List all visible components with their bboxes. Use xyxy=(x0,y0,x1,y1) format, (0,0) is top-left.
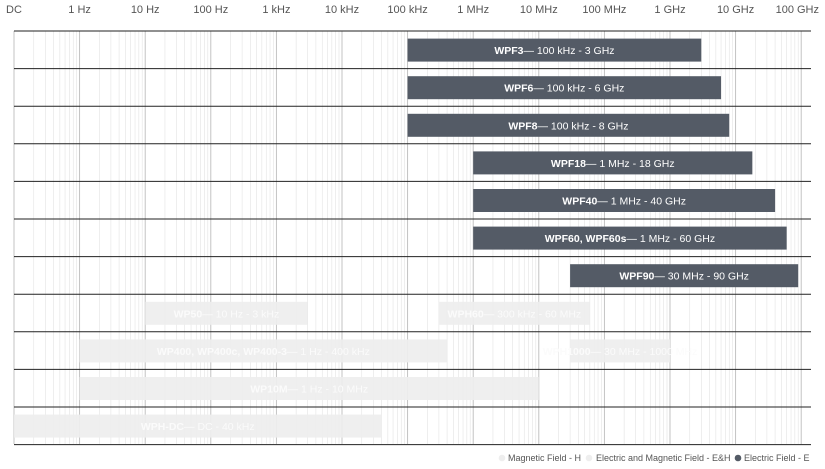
bar-wph60: WPH60— 300 kHz - 60 MHz xyxy=(438,301,590,325)
bar-rect xyxy=(473,151,753,175)
bar-name: WPH60 xyxy=(448,308,484,320)
bar-range: — 1 MHz - 60 GHz xyxy=(626,233,715,245)
bar-rect xyxy=(407,113,730,137)
bar-range: — 1 MHz - 40 GHz xyxy=(597,196,686,208)
bar-wpf8: WPF8— 100 kHz - 8 GHz xyxy=(407,113,730,137)
legend-swatch xyxy=(585,454,593,462)
bar-range: — 10 Hz - 3 kHz xyxy=(202,308,279,320)
x-tick-label: 10 kHz xyxy=(325,4,359,16)
bar-wpf90: WPF90— 30 MHz - 90 GHz xyxy=(570,264,799,288)
bar-wpf60-wpf60s: WPF60, WPF60s— 1 MHz - 60 GHz xyxy=(473,226,787,250)
bar-wpf40: WPF40— 1 MHz - 40 GHz xyxy=(473,189,776,212)
x-tick-label: 10 Hz xyxy=(131,4,160,16)
bar-label: WPH60— 300 kHz - 60 MHz xyxy=(448,308,582,320)
bar-rect xyxy=(79,339,448,363)
bar-name: WPF60, WPF60s xyxy=(545,233,627,245)
bar-range: — 30 MHz - 1000 MHz xyxy=(591,346,698,358)
x-tick-label: 1 Hz xyxy=(68,4,91,16)
bar-name: WP400, WP400c, WP400-3 xyxy=(157,346,287,358)
x-tick-label: 100 kHz xyxy=(387,4,427,16)
bar-rect xyxy=(407,38,702,62)
x-tick-label: 100 Hz xyxy=(193,4,228,16)
x-tick-label: 100 MHz xyxy=(582,4,626,16)
bar-wph-dc: WPH-DC— DC - 40 kHz xyxy=(14,414,382,438)
bar-rect xyxy=(473,189,776,212)
bar-label: WPF18— 1 MHz - 18 GHz xyxy=(551,158,675,170)
legend-label: Electric Field - E xyxy=(744,453,810,463)
bar-range: — 1 Hz - 10 MHz xyxy=(288,384,369,396)
bar-name: WPF90 xyxy=(619,271,654,283)
chart-bars: WPF3— 100 kHz - 3 GHz WPF6— 100 kHz - 6 G… xyxy=(14,38,799,438)
bar-rect xyxy=(438,301,590,325)
legend-item: Magnetic Field - H xyxy=(498,453,581,463)
x-tick-label: 1 MHz xyxy=(457,4,489,16)
bar-wpf3: WPF3— 100 kHz - 3 GHz xyxy=(407,38,702,62)
bar-label: WPF40— 1 MHz - 40 GHz xyxy=(562,196,686,208)
bar-range: — 1 Hz - 400 kHz xyxy=(287,346,370,358)
bar-name: WPF3 xyxy=(494,45,523,57)
bar-label: WPF3— 100 kHz - 3 GHz xyxy=(494,45,614,57)
bar-rect xyxy=(570,264,799,288)
x-tick-label: 1 kHz xyxy=(262,4,290,16)
bar-range: — 100 kHz - 8 GHz xyxy=(537,120,628,132)
bar-range: — 100 kHz - 3 GHz xyxy=(524,45,615,57)
bar-wpf6: WPF6— 100 kHz - 6 GHz xyxy=(407,76,722,100)
bar-name: WPF40 xyxy=(562,196,597,208)
bar-rect xyxy=(145,301,308,325)
bar-wp10m: WP10M— 1 Hz - 10 MHz xyxy=(79,377,539,400)
bar-name: WP50 xyxy=(174,308,203,320)
bar-range: — DC - 40 kHz xyxy=(184,421,255,433)
legend-item: Electric Field - E xyxy=(734,453,810,463)
x-tick-label: 10 MHz xyxy=(520,4,558,16)
x-tick-label: 1 GHz xyxy=(654,4,685,16)
x-tick-label: 10 GHz xyxy=(717,4,754,16)
bar-name: WPF6 xyxy=(504,83,533,95)
bar-rect xyxy=(407,76,722,100)
bar-name: WPH1000 xyxy=(543,346,591,358)
bar-name: WPF8 xyxy=(508,120,537,132)
bar-label: WPF60, WPF60s— 1 MHz - 60 GHz xyxy=(545,233,715,245)
bar-range: — 1 MHz - 18 GHz xyxy=(586,158,675,170)
bar-range: — 30 MHz - 90 GHz xyxy=(654,271,749,283)
bar-label: WPF8— 100 kHz - 8 GHz xyxy=(508,120,628,132)
bar-range: — 300 kHz - 60 MHz xyxy=(484,308,581,320)
bar-rect xyxy=(473,226,787,250)
bar-label: WPF6— 100 kHz - 6 GHz xyxy=(504,83,624,95)
legend-swatch xyxy=(734,454,742,462)
bar-label: WP400, WP400c, WP400-3— 1 Hz - 400 kHz xyxy=(157,346,370,358)
legend-swatch xyxy=(498,454,506,462)
bar-rect xyxy=(14,414,382,438)
bar-wph1000: WPH1000— 30 MHz - 1000 MHz xyxy=(543,339,698,363)
chart-legend: Magnetic Field - H Electric and Magnetic … xyxy=(498,453,810,463)
x-tick-label: DC xyxy=(6,4,22,16)
bar-label: WPH-DC— DC - 40 kHz xyxy=(141,421,255,433)
bar-rect xyxy=(79,377,539,400)
legend-label: Electric and Magnetic Field - E&H xyxy=(596,453,731,463)
bar-wpf18: WPF18— 1 MHz - 18 GHz xyxy=(473,151,753,175)
bar-name: WPH-DC xyxy=(141,421,185,433)
bar-range: — 100 kHz - 6 GHz xyxy=(533,83,624,95)
bar-label: WP50— 10 Hz - 3 kHz xyxy=(174,308,280,320)
bar-wp50: WP50— 10 Hz - 3 kHz xyxy=(145,301,308,325)
legend-label: Magnetic Field - H xyxy=(508,453,581,463)
bar-label: WPH1000— 30 MHz - 1000 MHz xyxy=(543,346,698,358)
bar-wp400-wp400c-wp400-3: WP400, WP400c, WP400-3— 1 Hz - 400 kHz xyxy=(79,339,448,363)
bar-rect xyxy=(570,339,670,363)
x-tick-label: 100 GHz xyxy=(776,4,819,16)
x-axis: DC 1 Hz 10 Hz 100 Hz 1 kHz 10 kHz 100 kHz 1 MHz… xyxy=(6,4,819,16)
bar-label: WP10M— 1 Hz - 10 MHz xyxy=(250,384,368,396)
bar-name: WP10M xyxy=(250,384,288,396)
legend-item: Electric and Magnetic Field - E&H xyxy=(585,453,731,463)
bar-name: WPF18 xyxy=(551,158,586,170)
bar-label: WPF90— 30 MHz - 90 GHz xyxy=(619,271,749,283)
